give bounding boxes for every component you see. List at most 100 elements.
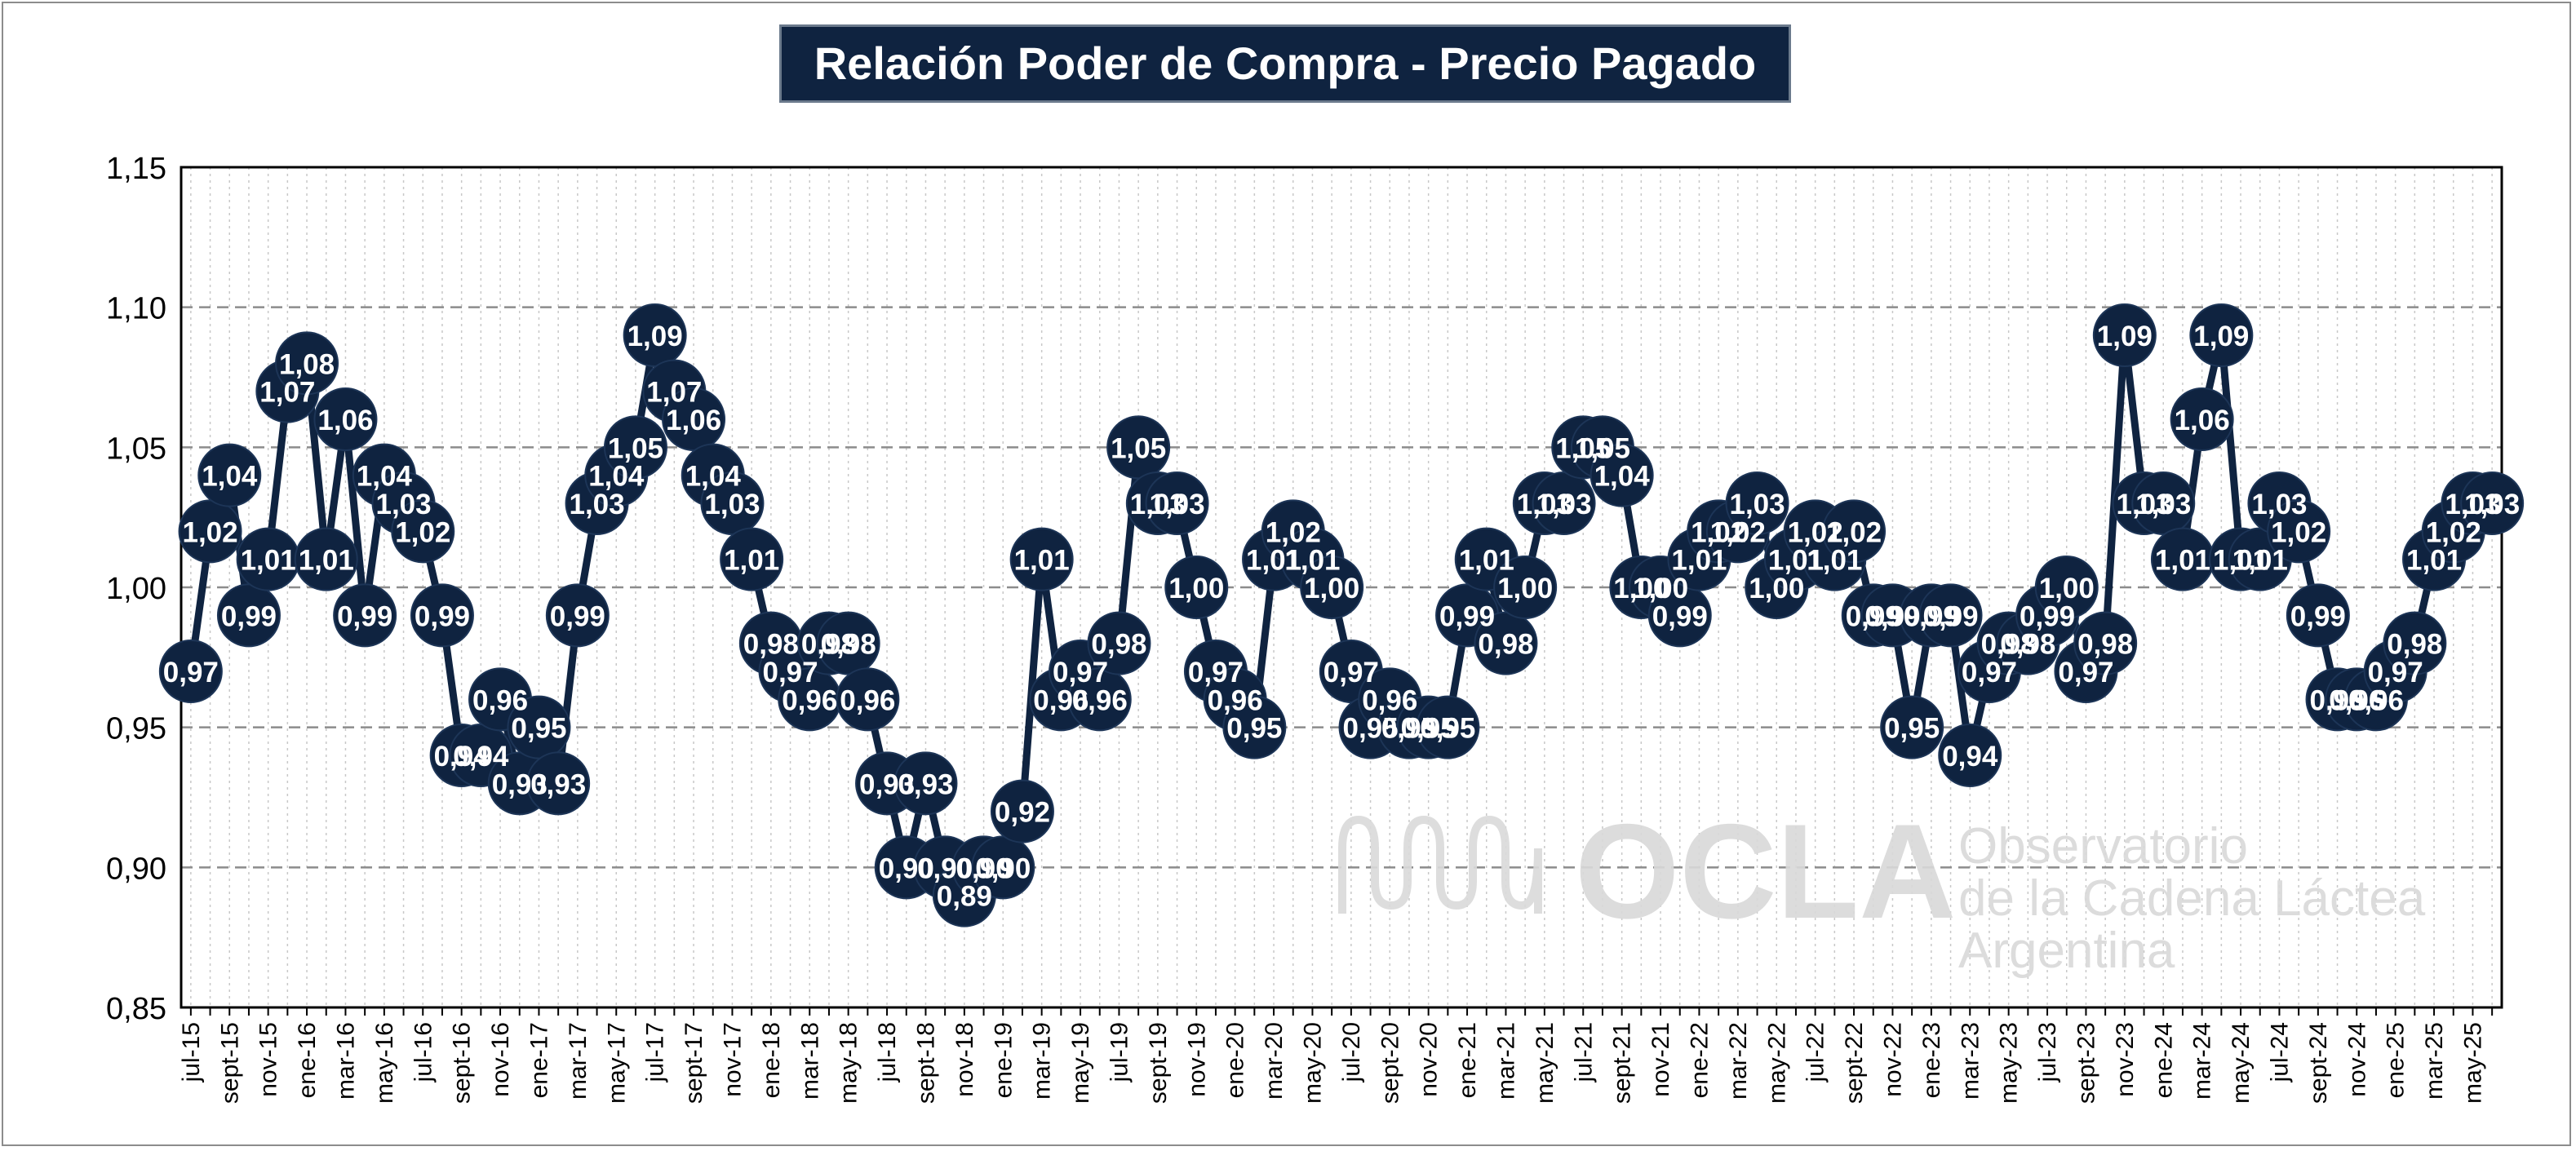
data-label: 0,96 (472, 684, 528, 716)
data-point (1416, 695, 1480, 759)
x-tick-label: ene-24 (2150, 1022, 2177, 1098)
data-label: 0,95 (1420, 713, 1475, 745)
data-label: 1,01 (241, 545, 296, 577)
data-label: 0,96 (2309, 684, 2365, 716)
data-point (526, 751, 591, 816)
x-tick-label: jul-22 (1802, 1022, 1829, 1082)
data-point (158, 640, 223, 703)
data-label: 0,99 (337, 600, 392, 632)
data-point (2073, 611, 2138, 675)
x-tick-label: sept-18 (912, 1022, 939, 1104)
data-point (1493, 556, 1558, 619)
x-tick-label: sept-19 (1145, 1022, 1172, 1104)
data-label: 1,04 (202, 461, 258, 493)
data-label: 0,99 (1904, 600, 1959, 632)
data-label: 0,89 (937, 881, 992, 913)
data-label: 1,08 (279, 348, 335, 380)
x-tick-label: may-17 (603, 1022, 630, 1104)
x-tick-label: nov-24 (2343, 1022, 2370, 1097)
data-label: 1,01 (1459, 545, 1514, 577)
data-label: 1,06 (666, 405, 721, 436)
data-label: 1,04 (1594, 461, 1651, 493)
data-point (275, 331, 339, 396)
data-label: 1,04 (357, 461, 413, 493)
x-tick-label: sept-17 (681, 1022, 707, 1104)
x-tick-label: ene-22 (1686, 1022, 1713, 1098)
data-label: 1,05 (608, 432, 663, 464)
data-label: 0,97 (163, 657, 219, 688)
data-point (720, 527, 784, 591)
data-label: 0,90 (917, 852, 973, 884)
data-point (1918, 583, 1983, 648)
data-label: 1,07 (259, 377, 315, 409)
x-tick-label: may-24 (2228, 1022, 2255, 1104)
data-label: 1,00 (1168, 573, 1224, 604)
data-label: 1,04 (588, 461, 645, 493)
data-label: 0,97 (1323, 657, 1379, 688)
x-tick-label: jul-19 (1106, 1022, 1133, 1082)
x-tick-label: jul-21 (1570, 1022, 1597, 1082)
x-tick-label: sept-15 (216, 1022, 243, 1104)
data-point (294, 527, 358, 591)
x-tick-label: mar-20 (1261, 1022, 1288, 1100)
x-tick-label: may-23 (1996, 1022, 2023, 1104)
data-point (2170, 387, 2234, 451)
data-point (836, 667, 900, 732)
data-label: 1,02 (1710, 516, 1766, 548)
data-label: 1,06 (317, 405, 373, 436)
x-tick-label: mar-18 (796, 1022, 823, 1100)
data-label: 1,02 (1691, 516, 1746, 548)
data-label: 0,94 (453, 741, 509, 772)
data-point (1880, 695, 1944, 759)
data-label: 0,93 (530, 768, 586, 800)
data-label: 1,02 (1826, 516, 1882, 548)
x-tick-label: nov-23 (2112, 1022, 2139, 1097)
chart-title: Relación Poder de Compra - Precio Pagado (779, 24, 1791, 103)
data-label: 1,03 (569, 489, 624, 520)
x-tick-label: mar-22 (1725, 1022, 1752, 1100)
data-point (313, 387, 378, 451)
data-label: 1,02 (182, 516, 237, 548)
x-tick-label: jul-15 (178, 1022, 205, 1082)
data-label: 0,99 (1864, 600, 1920, 632)
watermark-logo-text: OCLA (1575, 796, 1956, 946)
data-label: 1,00 (2039, 573, 2095, 604)
data-label: 1,01 (2406, 545, 2462, 577)
data-label: 0,99 (550, 600, 605, 632)
data-label: 1,03 (1536, 489, 1591, 520)
data-label: 1,05 (1575, 432, 1630, 464)
data-point (2383, 611, 2447, 675)
data-label: 1,02 (1788, 516, 1843, 548)
data-label: 0,99 (2290, 600, 2346, 632)
x-tick-label: nov-19 (1183, 1022, 1210, 1097)
watermark-line-3: Argentina (1958, 923, 2175, 979)
data-label: 0,98 (2387, 629, 2442, 661)
data-label: 0,98 (2077, 629, 2133, 661)
data-label: 0,98 (801, 629, 857, 661)
x-tick-label: nov-22 (1879, 1022, 1906, 1097)
y-tick-label: 0,85 (106, 992, 166, 1026)
data-label: 0,97 (2368, 657, 2423, 688)
data-point (333, 583, 397, 648)
data-label: 1,01 (1014, 545, 1070, 577)
data-label: 1,02 (2426, 516, 2481, 548)
data-label: 1,03 (1149, 489, 1204, 520)
data-label: 1,03 (2116, 489, 2171, 520)
data-label: 1,01 (299, 545, 354, 577)
data-point (2460, 471, 2525, 535)
data-label: 0,90 (879, 852, 934, 884)
x-tick-label: ene-25 (2383, 1022, 2410, 1098)
data-label: 1,01 (2213, 545, 2268, 577)
data-label: 1,03 (2464, 489, 2520, 520)
data-label: 1,00 (1613, 573, 1669, 604)
data-label: 0,96 (1362, 684, 1417, 716)
data-label: 1,01 (2155, 545, 2210, 577)
data-label: 1,00 (1633, 573, 1688, 604)
data-label: 1,01 (724, 545, 779, 577)
data-point (1164, 556, 1229, 619)
data-label: 0,93 (859, 768, 915, 800)
data-label: 1,01 (1284, 545, 1340, 577)
y-tick-label: 1,00 (106, 572, 166, 606)
x-tick-label: jul-17 (642, 1022, 669, 1082)
